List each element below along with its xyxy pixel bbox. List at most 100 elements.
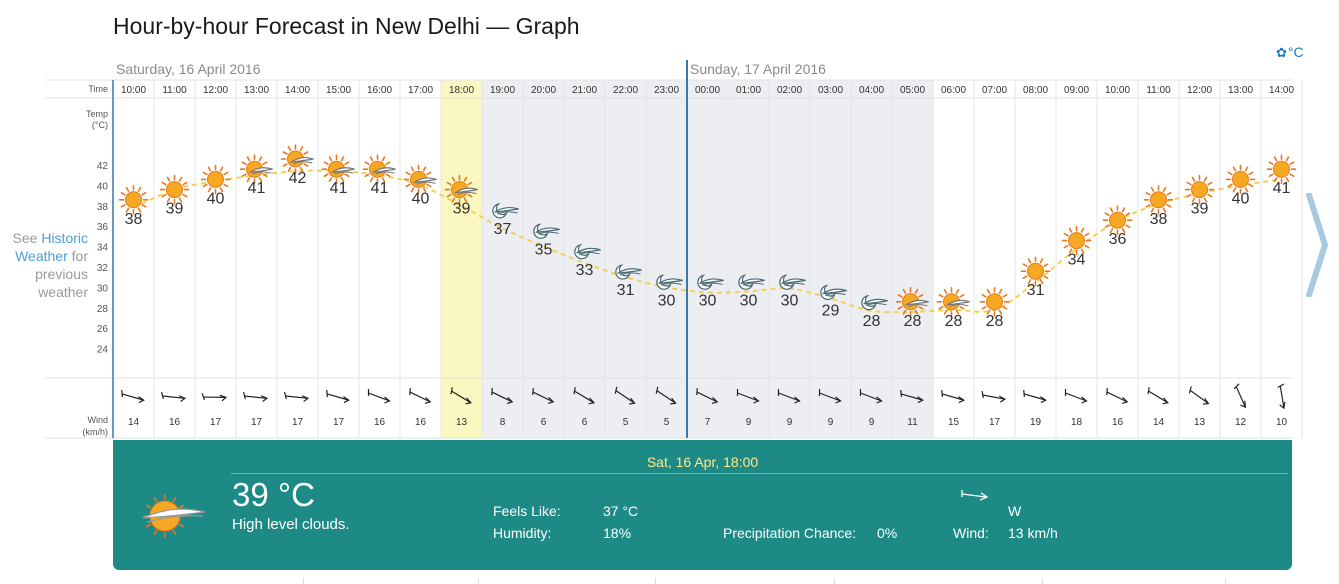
- sun-ray: [938, 305, 944, 310]
- moon-cloud-icon: [656, 274, 683, 290]
- hour-column[interactable]: [441, 80, 482, 438]
- temp-unit-label: (°C): [92, 120, 108, 130]
- cloud-streak: [330, 167, 355, 174]
- cloud-streak: [949, 304, 969, 308]
- wind-arrow-head: [876, 396, 883, 404]
- temperature-value: 41: [248, 180, 266, 197]
- sun-ray: [918, 305, 924, 310]
- detail-date: Sat, 16 Apr, 18:00: [646, 454, 759, 470]
- sun-ray: [299, 146, 304, 152]
- sun-cloud-icon: [239, 154, 273, 184]
- wind-arrow-head: [670, 397, 677, 405]
- wind-arrow-icon: [367, 389, 391, 404]
- hour-column[interactable]: [687, 80, 728, 438]
- wind-arrow-shaft: [574, 390, 595, 404]
- cloud-streak: [457, 191, 477, 196]
- sun-ray: [1273, 156, 1278, 162]
- unit-toggle[interactable]: ✿°C: [1276, 44, 1304, 61]
- wind-direction: W: [1008, 503, 1022, 519]
- time-label: 13:00: [244, 85, 269, 96]
- hour-column[interactable]: [1138, 80, 1179, 438]
- hour-column[interactable]: [1097, 80, 1138, 438]
- hour-column[interactable]: [359, 80, 400, 438]
- cloud-streak: [535, 227, 560, 233]
- sun-ray: [1039, 258, 1044, 264]
- sun-ray: [207, 187, 212, 193]
- temperature-value: 33: [576, 262, 594, 279]
- hour-column[interactable]: [1220, 80, 1261, 438]
- hour-column[interactable]: [113, 80, 154, 438]
- sun-ray: [1084, 232, 1090, 237]
- hour-column[interactable]: [1179, 80, 1220, 438]
- history-link-weather[interactable]: Weather: [15, 248, 68, 264]
- cloud-streak: [908, 304, 928, 308]
- hour-column[interactable]: [728, 80, 769, 438]
- sun-ray: [938, 293, 944, 298]
- wind-arrow-shaft: [1106, 391, 1128, 403]
- sun-ray: [241, 173, 247, 177]
- cloud-streak: [904, 299, 929, 306]
- sun-ray: [1166, 204, 1172, 208]
- hour-column[interactable]: [646, 80, 687, 438]
- wind-arrow-tail: [532, 388, 534, 396]
- hour-column[interactable]: [605, 80, 646, 438]
- cloud-streak: [289, 156, 314, 163]
- temperature-value: 30: [699, 292, 717, 309]
- wind-arrow-icon: [696, 388, 719, 404]
- sun-ray: [323, 161, 329, 165]
- wind-arrow-head: [343, 396, 350, 404]
- hour-column[interactable]: [277, 80, 318, 438]
- footer-divider: [1225, 578, 1226, 584]
- sun-ray: [328, 156, 333, 162]
- hour-column[interactable]: [933, 80, 974, 438]
- next-arrow-icon[interactable]: [1303, 193, 1331, 297]
- wind-speed-value: 11: [907, 417, 918, 428]
- wind-arrow-shaft: [368, 392, 390, 402]
- hour-column[interactable]: [769, 80, 810, 438]
- wind-arrow-shaft: [819, 392, 841, 402]
- sun-ray: [303, 163, 309, 167]
- cloud-streak: [824, 292, 846, 297]
- hour-column[interactable]: [810, 80, 851, 438]
- sun-ray: [120, 192, 126, 196]
- sun-ray: [1285, 177, 1290, 183]
- hour-column[interactable]: [564, 80, 605, 438]
- cloud-streak: [617, 268, 642, 274]
- time-label: 13:00: [1228, 85, 1253, 96]
- hour-column[interactable]: [1261, 80, 1302, 438]
- wind-arrow-icon: [961, 490, 989, 501]
- sun-icon: [1225, 164, 1256, 195]
- cloud-streak: [453, 187, 478, 194]
- sun-ray: [1191, 176, 1196, 182]
- temperature-value: 30: [658, 292, 676, 309]
- sun-ray: [1285, 156, 1290, 162]
- sun-ray: [172, 497, 177, 503]
- hour-column[interactable]: [154, 80, 195, 438]
- time-label: 18:00: [449, 85, 474, 96]
- moon-cloud-icon: [533, 223, 560, 239]
- sun-ray: [178, 176, 183, 182]
- hour-column[interactable]: [482, 80, 523, 438]
- hour-column[interactable]: [236, 80, 277, 438]
- hour-column[interactable]: [195, 80, 236, 438]
- wind-speed-value: 9: [869, 417, 875, 428]
- sun-disc: [1191, 181, 1208, 199]
- sun-icon: [979, 286, 1010, 317]
- hour-column[interactable]: [974, 80, 1015, 438]
- sun-ray: [178, 504, 184, 509]
- hour-column[interactable]: [400, 80, 441, 438]
- sun-ray: [381, 177, 386, 183]
- wind-arrow-shaft: [982, 394, 1005, 400]
- sun-disc: [1150, 191, 1167, 209]
- wind-arrow-head: [794, 396, 801, 404]
- page-title: Hour-by-hour Forecast in New Delhi — Gra…: [113, 13, 580, 39]
- hour-column[interactable]: [892, 80, 933, 438]
- cloud-streak: [660, 282, 682, 286]
- hour-column[interactable]: [523, 80, 564, 438]
- sun-ray: [258, 156, 263, 162]
- sun-disc: [1068, 232, 1085, 250]
- sun-ray: [1203, 176, 1208, 182]
- history-link[interactable]: Historic: [41, 230, 88, 246]
- hour-column[interactable]: [318, 80, 359, 438]
- hour-column[interactable]: [851, 80, 892, 438]
